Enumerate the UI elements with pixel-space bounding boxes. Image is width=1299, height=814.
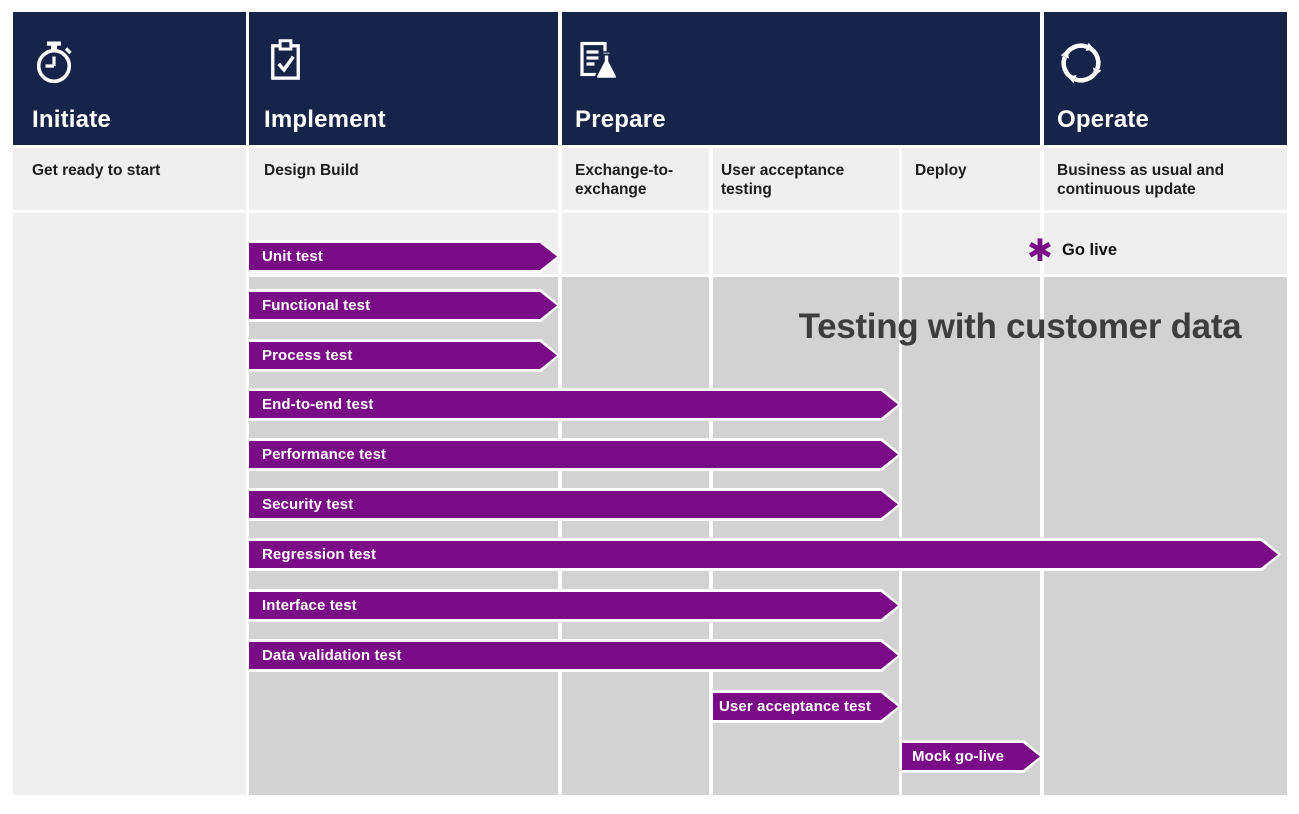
test-bar: Interface test xyxy=(249,589,901,622)
test-bar-fill: End-to-end test xyxy=(249,391,898,418)
go-live-label: Go live xyxy=(1061,240,1118,259)
stage-cell-3: Exchange-to-exchange xyxy=(562,148,709,210)
test-bar-fill: Mock go-live xyxy=(902,743,1040,770)
go-live-asterisk-icon: ✱ xyxy=(1027,232,1053,268)
clipboard-check-icon xyxy=(271,39,300,80)
test-bar: Security test xyxy=(249,488,901,521)
test-bar-fill: Functional test xyxy=(249,292,557,319)
test-bar: Data validation test xyxy=(249,639,901,672)
phase-block-operate: Operate xyxy=(1044,12,1287,145)
clipboard-check-icon xyxy=(262,37,309,89)
test-bar-fill: Data validation test xyxy=(249,642,898,669)
test-bar-fill: Performance test xyxy=(249,441,898,468)
phase-title: Prepare xyxy=(575,106,666,133)
test-bar: Mock go-live xyxy=(902,740,1043,773)
test-bar: User acceptance test xyxy=(713,690,901,723)
stage-cell-6: Business as usual and continuous update xyxy=(1044,148,1287,210)
stage-cell-5: Deploy xyxy=(902,148,1040,210)
go-live-indicator: ✱ Go live xyxy=(1027,228,1117,272)
stage-cell-1: Get ready to start xyxy=(13,148,246,210)
document-flask-icon xyxy=(580,41,618,80)
test-bar-fill: Interface test xyxy=(249,592,898,619)
test-bar-fill: Unit test xyxy=(249,243,557,270)
test-bar-fill: Security test xyxy=(249,491,898,518)
test-bar: End-to-end test xyxy=(249,388,901,421)
phase-block-implement: Implement xyxy=(249,12,558,145)
grid-cell-top-row xyxy=(562,213,709,274)
test-bar: Unit test xyxy=(249,240,560,273)
phase-title: Operate xyxy=(1057,106,1150,133)
testing-with-customer-data-label: Testing with customer data xyxy=(798,307,1242,346)
test-bar-fill: Process test xyxy=(249,342,557,369)
stopwatch-icon xyxy=(36,41,72,84)
test-bar: Process test xyxy=(249,339,560,372)
test-bar: Performance test xyxy=(249,438,901,471)
document-flask-icon xyxy=(573,37,621,90)
phase-title: Implement xyxy=(264,106,386,133)
test-bar: Functional test xyxy=(249,289,560,322)
phase-title: Initiate xyxy=(32,106,111,133)
grid-cell-testing-area xyxy=(1044,277,1287,795)
grid-cell-top-row xyxy=(1044,213,1287,274)
grid-cell-testing-area xyxy=(902,277,1040,795)
test-bar: Regression test xyxy=(249,538,1281,571)
grid-cell-top-row xyxy=(902,213,1040,274)
phase-block-prepare: Prepare xyxy=(562,12,1040,145)
grid-cell-testing-area xyxy=(562,277,709,795)
stage-cell-4: User acceptance testing xyxy=(713,148,899,210)
stage-cell-2: Design Build xyxy=(249,148,558,210)
cycle-arrows-icon xyxy=(1060,42,1102,84)
test-bar-fill: Regression test xyxy=(249,541,1278,568)
grid-cell-top-row xyxy=(713,213,899,274)
phase-block-initiate: Initiate xyxy=(13,12,246,145)
stopwatch-icon xyxy=(30,37,78,90)
test-bar-fill: User acceptance test xyxy=(713,693,898,720)
initiate-column-background xyxy=(13,213,246,795)
cycle-arrows-icon xyxy=(1055,37,1107,94)
